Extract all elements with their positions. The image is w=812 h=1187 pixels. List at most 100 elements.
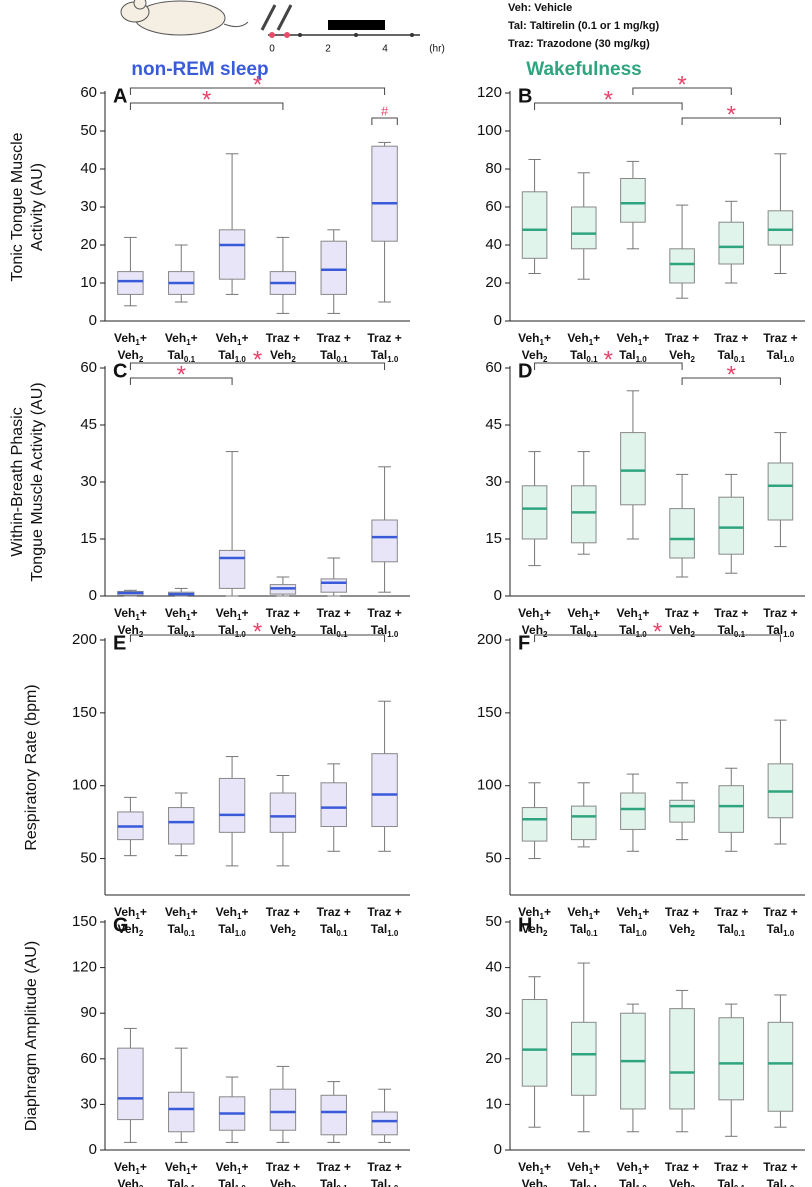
y-tick-label: 120	[477, 84, 502, 101]
significance-bracket	[129, 102, 284, 110]
y-tick-label: 90	[80, 1004, 97, 1021]
x-tick-label: Tal1.0	[767, 922, 795, 938]
label-part: +	[241, 905, 248, 919]
subscript: 2	[291, 1184, 296, 1187]
label-part: Veh	[617, 606, 638, 620]
label-part: Veh	[270, 623, 291, 637]
x-tick-label: Traz +	[317, 1160, 351, 1174]
x-tick-label: Veh1+	[165, 606, 198, 622]
x-tick-label: Tal1.0	[218, 348, 246, 364]
box	[570, 485, 597, 544]
x-tick-label: Tal0.1	[167, 623, 195, 639]
label-part: Veh	[216, 905, 237, 919]
y-tick-label: 40	[485, 236, 502, 253]
label-part: Veh	[518, 905, 539, 919]
label-part: Traz +	[714, 331, 748, 345]
x-tick-label: Veh1+	[518, 331, 551, 347]
box	[269, 792, 297, 833]
box	[669, 799, 695, 823]
x-tick-label: Tal1.0	[371, 348, 399, 364]
label-part: Veh	[567, 1160, 588, 1174]
subscript: 0.1	[336, 929, 348, 938]
y-tick-label: 120	[72, 959, 97, 976]
x-tick-label: Traz +	[714, 606, 748, 620]
box	[371, 519, 398, 563]
label-part: Traz +	[665, 606, 699, 620]
x-tick-label: Veh1+	[518, 1160, 551, 1176]
subscript: 2	[291, 929, 296, 938]
significance-mark: *	[253, 346, 262, 373]
subscript: 1	[540, 613, 545, 622]
x-tick-label: Veh2	[118, 348, 144, 364]
x-tick-label: Veh1+	[114, 606, 147, 622]
label-part: Veh	[522, 623, 543, 637]
x-tick-label: Traz +	[665, 905, 699, 919]
subscript: 2	[691, 1184, 696, 1187]
label-part: Veh	[114, 331, 135, 345]
x-tick-label: Veh1+	[114, 331, 147, 347]
y-tick-label: 60	[80, 84, 97, 101]
y-tick-label: 30	[80, 1095, 97, 1112]
y-tick-label: 40	[485, 959, 502, 976]
label-part: +	[544, 606, 551, 620]
x-tick-label: Traz +	[317, 905, 351, 919]
subscript: 2	[543, 929, 548, 938]
x-tick-label: Tal0.1	[320, 348, 348, 364]
y-tick-label: 0	[89, 312, 97, 329]
label-part: Veh	[567, 606, 588, 620]
label-part: Veh	[669, 1177, 690, 1187]
subscript: 0.1	[336, 355, 348, 364]
label-part: Veh	[270, 1177, 291, 1187]
subscript: 1	[237, 1167, 242, 1176]
x-tick-label: Veh2	[522, 348, 548, 364]
y-tick-label: 150	[72, 913, 97, 930]
x-tick-label: Veh1+	[165, 905, 198, 921]
label-part: Traz +	[266, 331, 300, 345]
box	[570, 805, 597, 841]
label-part: Tal	[619, 348, 635, 362]
x-tick-label: Tal0.1	[570, 348, 598, 364]
label-part: Tal	[570, 1177, 586, 1187]
x-tick-label: Traz +	[665, 331, 699, 345]
box	[168, 1091, 195, 1133]
y-tick-label: 10	[485, 1095, 502, 1112]
panel-letter: B	[518, 85, 532, 107]
subscript: 0.1	[734, 1184, 746, 1187]
significance-mark: *	[677, 71, 686, 98]
significance-mark: *	[253, 618, 262, 645]
label-part: +	[642, 331, 649, 345]
subscript: 1	[638, 1167, 643, 1176]
significance-bracket	[129, 87, 386, 95]
box	[320, 578, 347, 593]
legend-text: Veh: Vehicle	[508, 2, 572, 14]
x-tick-label: Traz +	[367, 331, 401, 345]
label-part: Tal	[167, 1177, 183, 1187]
label-part: +	[191, 1160, 198, 1174]
label-part: Tal	[167, 348, 183, 362]
panel-letter: E	[113, 632, 126, 654]
subscript: 1.0	[636, 929, 648, 938]
label-part: Traz +	[763, 1160, 797, 1174]
significance-mark: *	[727, 361, 736, 388]
x-tick-label: Tal1.0	[619, 1177, 647, 1187]
label-part: Traz +	[714, 606, 748, 620]
x-tick-label: Veh2	[270, 623, 296, 639]
x-tick-label: Tal0.1	[320, 623, 348, 639]
panel-letter: C	[113, 360, 127, 382]
y-tick-label: 0	[494, 587, 502, 604]
x-tick-label: Traz +	[317, 331, 351, 345]
x-tick-label: Veh2	[669, 922, 695, 938]
label-part: Traz +	[317, 606, 351, 620]
x-tick-label: Veh1+	[216, 1160, 249, 1176]
y-tick-label: 45	[80, 416, 97, 433]
significance-bracket	[129, 362, 386, 370]
label-part: Traz +	[367, 606, 401, 620]
y-tick-label: 200	[72, 631, 97, 648]
box	[320, 782, 347, 828]
box	[371, 753, 398, 828]
y-tick-label: 30	[80, 473, 97, 490]
label-part: Tal	[767, 922, 783, 936]
x-tick-label: Veh1+	[216, 905, 249, 921]
x-tick-label: Veh2	[270, 348, 296, 364]
label-part: Traz +	[665, 905, 699, 919]
